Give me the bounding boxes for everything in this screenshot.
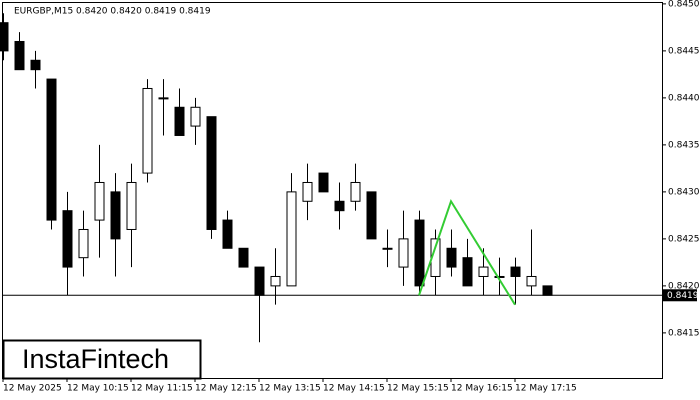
candle-body: [254, 266, 265, 296]
price-label: 0.8419: [667, 291, 699, 301]
logo: InstaFintech: [22, 344, 169, 374]
y-tick-label: 0.8415: [668, 328, 700, 338]
y-tick-label: 0.8420: [668, 281, 700, 291]
candle-body: [462, 257, 473, 287]
y-tick-label: 0.8435: [668, 140, 700, 150]
chart-title: EURGBP,M15 0.8420 0.8420 0.8419 0.8419: [14, 7, 211, 17]
x-tick-label: 12 May 10:15: [67, 384, 129, 394]
candle-body: [542, 285, 553, 296]
x-tick-label: 12 May 17:15: [515, 384, 577, 394]
y-tick-label: 0.8425: [668, 234, 700, 244]
candle-body: [190, 106, 201, 127]
candle-body: [334, 200, 345, 212]
x-tick-label: 12 May 11:15: [131, 384, 193, 394]
candle-body: [510, 266, 521, 277]
candle-body: [46, 78, 57, 221]
candle-body: [206, 116, 217, 230]
candle-body: [14, 40, 25, 71]
candle-body: [94, 181, 105, 221]
logo-box: [2, 339, 202, 380]
candle-body: [526, 275, 537, 287]
candle-body: [126, 181, 137, 230]
candle-body: [398, 238, 409, 268]
y-tick-label: 0.8445: [668, 46, 700, 56]
plot-frame: [2, 2, 663, 379]
candle-body: [142, 87, 153, 174]
candle-body: [318, 172, 329, 193]
candle-body: [270, 275, 281, 287]
y-tick-label: 0.8430: [668, 187, 700, 197]
candle-body: [382, 247, 393, 250]
candle-body: [286, 191, 297, 287]
y-tick-label: 0.8440: [668, 93, 700, 103]
x-tick-label: 12 May 15:15: [387, 384, 449, 394]
candle-body: [446, 247, 457, 268]
x-tick-label: 12 May 13:15: [259, 384, 321, 394]
candle-body: [238, 247, 249, 268]
candle-body: [494, 275, 505, 278]
candle-body: [110, 191, 121, 240]
x-tick-label: 12 May 2025: [3, 384, 62, 394]
x-tick-label: 12 May 14:15: [323, 384, 385, 394]
candle-body: [222, 219, 233, 249]
candle-body: [30, 59, 41, 71]
price-label-box: [663, 289, 697, 302]
candle-body: [350, 181, 361, 202]
x-tick-label: 12 May 12:15: [195, 384, 257, 394]
candle-body: [174, 106, 185, 136]
candle-body: [366, 191, 377, 240]
candle-body: [158, 97, 169, 100]
candle-body: [0, 22, 9, 52]
y-tick-label: 0.8450: [668, 0, 700, 9]
candle-body: [414, 219, 425, 287]
candle-body: [302, 181, 313, 202]
x-tick-label: 12 May 16:15: [451, 384, 513, 394]
candle-body: [62, 210, 73, 268]
candle-body: [78, 228, 89, 259]
pattern-line: [418, 198, 516, 306]
candle-body: [478, 266, 489, 277]
